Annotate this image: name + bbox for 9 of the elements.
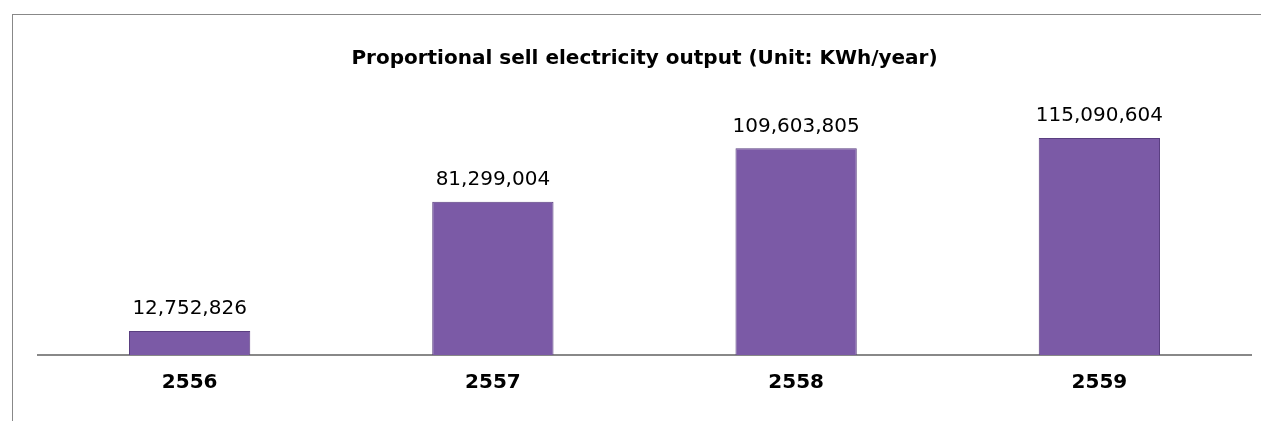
x-tick-label: 2557 <box>465 369 521 394</box>
x-tick-label: 2558 <box>768 369 824 394</box>
data-label: 12,752,826 <box>132 295 247 320</box>
data-label: 81,299,004 <box>435 165 551 190</box>
chart-title: Proportional sell electricity output (Unit: KWh/year) <box>351 45 938 70</box>
x-tick-label: 2556 <box>161 369 218 394</box>
data-label: 115,090,604 <box>1035 102 1163 127</box>
data-label: 109,603,805 <box>732 112 860 137</box>
x-tick-label: 2559 <box>1071 369 1128 394</box>
